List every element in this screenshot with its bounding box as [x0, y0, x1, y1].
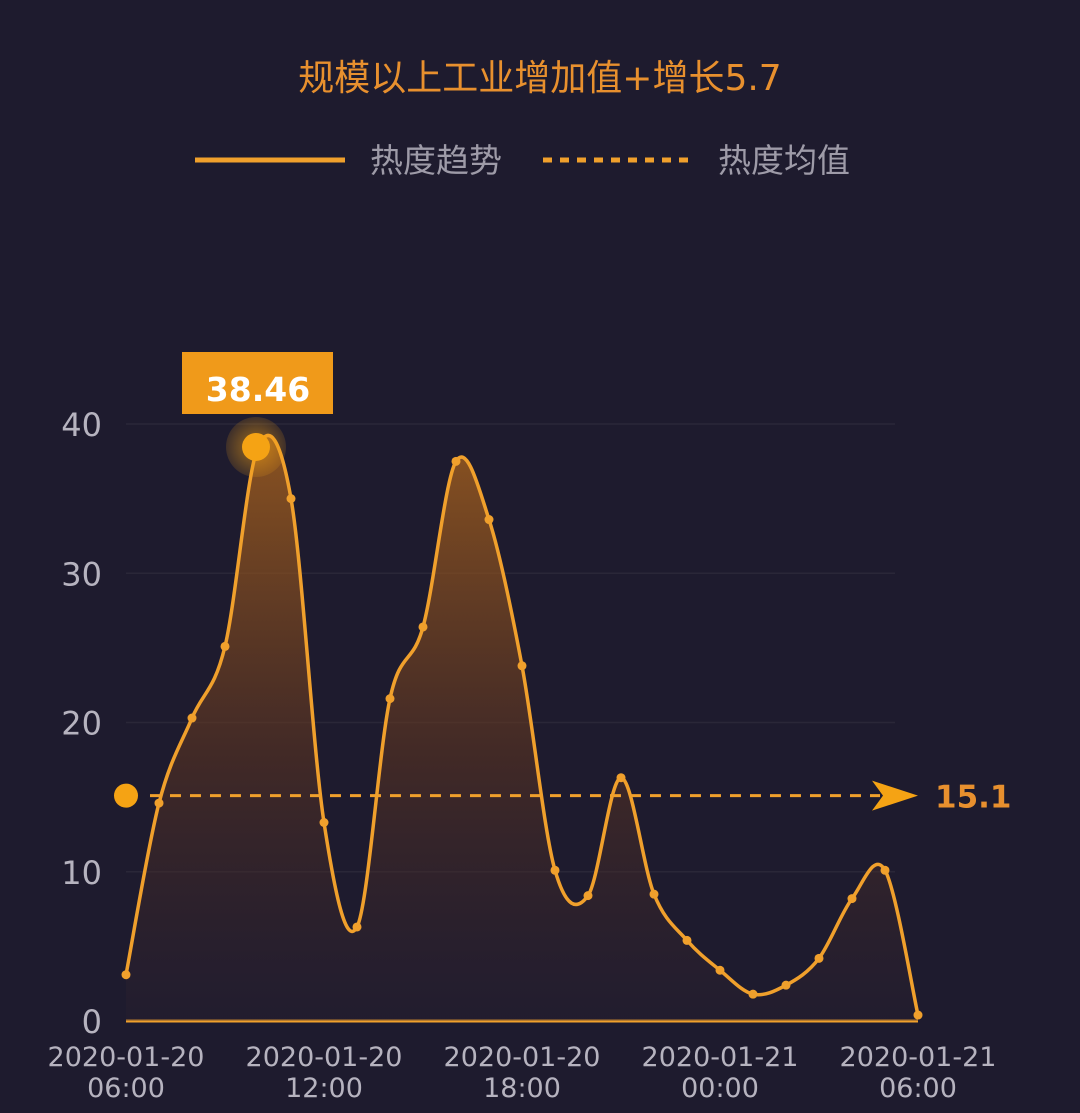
data-point [154, 798, 164, 808]
x-tick-label-date: 2020-01-20 [246, 1042, 403, 1073]
average-arrow-icon [872, 780, 918, 811]
x-tick-label-date: 2020-01-21 [840, 1042, 997, 1073]
data-point [121, 970, 131, 980]
data-point [847, 894, 857, 904]
y-tick-label: 10 [61, 854, 102, 892]
x-tick-label-date: 2020-01-20 [48, 1042, 205, 1073]
area-fill [126, 435, 918, 1021]
data-point [385, 694, 395, 704]
data-point [880, 865, 890, 875]
series-trend [121, 433, 923, 1021]
chart-title: 规模以上工业增加值+增长5.7 [298, 58, 781, 99]
average-value-label: 15.1 [935, 780, 1012, 816]
data-point [418, 622, 428, 632]
data-point [220, 641, 230, 651]
data-point [814, 953, 824, 963]
legend-label-average: 热度均值 [718, 141, 850, 180]
legend: 热度趋势 热度均值 [195, 141, 850, 180]
x-tick-label-time: 06:00 [879, 1073, 957, 1104]
legend-label-trend: 热度趋势 [370, 141, 502, 180]
data-point [913, 1010, 923, 1020]
data-point [451, 456, 461, 466]
data-point [616, 773, 626, 783]
data-point [517, 661, 527, 671]
y-tick-label: 30 [61, 555, 102, 593]
data-point [781, 980, 791, 990]
data-point [484, 515, 494, 525]
data-point [286, 494, 296, 504]
data-point [715, 965, 725, 975]
x-tick-label-date: 2020-01-20 [444, 1042, 601, 1073]
data-point [583, 891, 593, 901]
peak-label-box [182, 352, 333, 414]
data-point [187, 713, 197, 723]
data-point [319, 817, 329, 827]
x-tick-label-time: 12:00 [285, 1073, 363, 1104]
x-tick-label-time: 18:00 [483, 1073, 561, 1104]
y-tick-label: 0 [82, 1003, 102, 1041]
average-start-dot [114, 783, 138, 808]
peak-value-label: 38.46 [206, 370, 310, 409]
y-tick-label: 40 [61, 406, 102, 444]
x-tick-label-date: 2020-01-21 [642, 1042, 799, 1073]
y-axis-ticks: 0 10 20 30 40 [61, 406, 102, 1041]
data-point [682, 935, 692, 945]
x-axis-ticks: 2020-01-2006:002020-01-2012:002020-01-20… [48, 1042, 997, 1104]
x-tick-label-time: 06:00 [87, 1073, 165, 1104]
x-tick-label-time: 00:00 [681, 1073, 759, 1104]
data-point [748, 989, 758, 999]
data-point [352, 922, 362, 932]
peak-marker-group: 38.46 [182, 352, 333, 477]
peak-dot [242, 432, 270, 461]
average-line-group: 15.1 [114, 780, 1012, 816]
y-tick-label: 20 [61, 705, 102, 743]
data-point [649, 889, 659, 899]
data-point [550, 865, 560, 875]
